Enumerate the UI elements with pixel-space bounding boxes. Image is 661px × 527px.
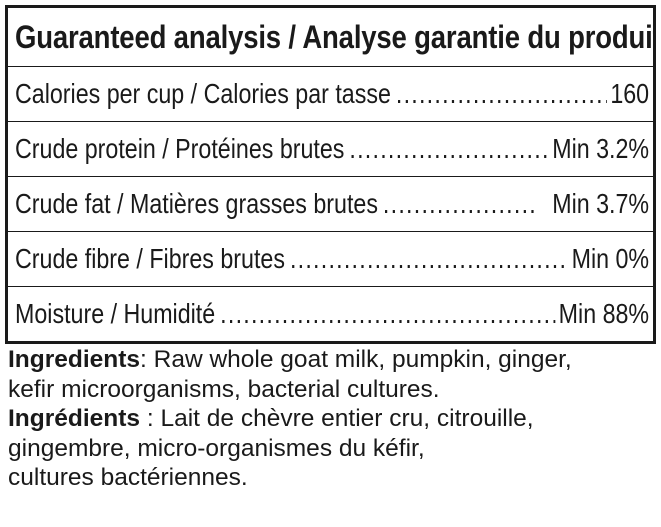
nutrient-name: Calories per cup / Calories par tasse <box>15 78 391 109</box>
dot-leader: ........................................… <box>349 135 549 163</box>
nutrient-name: Crude protein / Protéines brutes <box>15 133 345 164</box>
nutrient-value: Min 3.2% <box>552 133 650 164</box>
ingredients-section: Ingredients: Raw whole goat milk, pumpki… <box>8 345 656 493</box>
ingredients-french-separator: : <box>140 405 161 432</box>
ingredients-english-label: Ingredients <box>8 346 141 373</box>
ingredients-french-text: cultures bactériennes. <box>8 464 248 491</box>
ingredients-french-text: Lait de chèvre entier cru, citrouille, <box>160 405 534 432</box>
nutrient-name: Crude fat / Matières grasses brutes <box>15 188 378 219</box>
table-row: Crude protein / Protéines brutes .......… <box>8 121 653 176</box>
nutrient-value: Min 0% <box>571 243 650 274</box>
table-row: Moisture / Humidité ....................… <box>8 286 653 341</box>
ingredients-english-text: kefir microorganisms, bacterial cultures… <box>8 375 440 403</box>
dot-leader: ........................................… <box>382 190 536 218</box>
ingredients-french-line-1: Ingrédients : Lait de chèvre entier cru,… <box>8 404 656 434</box>
nutrient-value: Min 88% <box>558 298 650 329</box>
dot-leader: ........................................… <box>289 245 568 273</box>
nutrient-name: Moisture / Humidité <box>15 298 216 329</box>
ingredients-english-separator: : <box>140 346 154 373</box>
table-row: Calories per cup / Calories par tasse ..… <box>8 66 653 121</box>
table-header-row: Guaranteed analysis / Analyse garantie d… <box>8 8 653 66</box>
dot-leader: ........................................… <box>220 300 555 328</box>
table-row: Crude fibre / Fibres brutes ............… <box>8 231 653 286</box>
ingredients-english-text: Raw whole goat milk, pumpkin, ginger, <box>153 346 572 373</box>
ingredients-french-line-3: cultures bactériennes. <box>8 463 656 493</box>
ingredients-french-label: Ingrédients <box>8 405 141 432</box>
ingredients-english-line-1: Ingredients: Raw whole goat milk, pumpki… <box>8 345 656 375</box>
ingredients-french-text: gingembre, micro-organismes du kéfir, <box>8 434 425 462</box>
guaranteed-analysis-title: Guaranteed analysis / Analyse garantie d… <box>15 19 653 55</box>
guaranteed-analysis-table: Guaranteed analysis / Analyse garantie d… <box>5 5 656 344</box>
ingredients-french-line-2: gingembre, micro-organismes du kéfir, <box>8 434 656 464</box>
ingredients-english-line-2: kefir microorganisms, bacterial cultures… <box>8 375 656 405</box>
nutrient-name: Crude fibre / Fibres brutes <box>15 243 285 274</box>
nutrient-value: Min 3.7% <box>552 188 650 219</box>
nutrient-value: 160 <box>610 78 650 109</box>
table-row: Crude fat / Matières grasses brutes ....… <box>8 176 653 231</box>
dot-leader: ........................................… <box>395 80 607 108</box>
